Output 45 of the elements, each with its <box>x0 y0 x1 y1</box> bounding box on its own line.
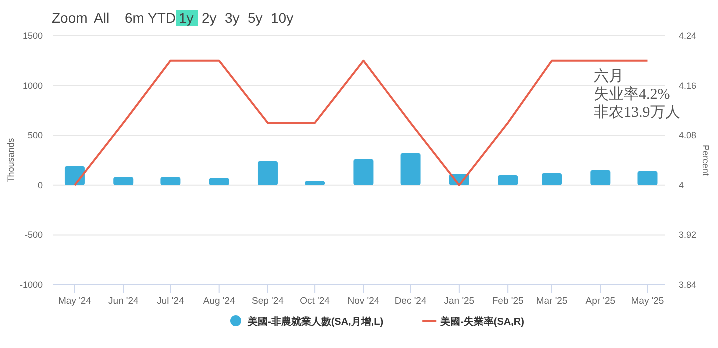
bar <box>542 173 562 186</box>
annotation: 失业率4.2% <box>594 86 670 103</box>
y2-axis-title: Percent <box>701 144 711 176</box>
y2-tick-label: 4 <box>679 180 684 190</box>
bar <box>114 177 134 186</box>
x-tick-label: Aug '24 <box>203 296 236 307</box>
bar <box>638 171 658 186</box>
x-tick-label: May '24 <box>58 296 92 307</box>
x-tick-label: Apr '25 <box>586 296 616 307</box>
bar <box>258 161 278 186</box>
y-tick-label: 1500 <box>22 31 43 41</box>
x-tick-label: Dec '24 <box>394 296 427 307</box>
bar <box>64 166 85 186</box>
x-tick-label: Mar '25 <box>536 296 568 307</box>
x-tick-label: Oct '24 <box>300 296 330 307</box>
bar <box>354 160 374 186</box>
legend-label: 美國-失業率(SA,R) <box>440 316 524 328</box>
bar <box>160 177 181 186</box>
bar <box>400 154 421 186</box>
text: Zoom All 6m YTD 1y 2y 3y 5y 10y <box>52 10 294 26</box>
y-tick-label: -1000 <box>20 280 43 290</box>
bar <box>209 178 230 186</box>
x-tick-label: Nov '24 <box>348 296 380 307</box>
annotation: 非农13.9万人 <box>594 104 680 121</box>
x-tick-label: Jan '25 <box>444 296 475 307</box>
y-tick-label: -500 <box>24 230 43 240</box>
y2-tick-label: 3.84 <box>679 280 697 290</box>
x-tick-label: Feb '25 <box>492 296 524 307</box>
x-tick-label: Jul '24 <box>157 296 184 307</box>
legend-label: 美國-非農就業人數(SA,月增,L) <box>247 316 384 328</box>
y2-tick-label: 4.08 <box>679 130 697 141</box>
y2-tick-label: 4.24 <box>679 31 697 41</box>
y-axis-title: Thousands <box>6 138 16 183</box>
y-tick-label: 1000 <box>22 80 43 91</box>
x-tick-label: May '25 <box>631 296 664 307</box>
bar <box>305 181 326 186</box>
bar <box>498 175 518 186</box>
y2-tick-label: 4.16 <box>679 80 697 91</box>
y-tick-label: 500 <box>28 130 43 141</box>
y-tick-label: 0 <box>38 180 43 190</box>
y2-tick-label: 3.92 <box>679 230 697 240</box>
annotation: 六月 <box>594 68 624 85</box>
x-tick-label: Sep '24 <box>252 296 284 307</box>
bar <box>590 170 611 186</box>
x-tick-label: Jun '24 <box>108 296 139 307</box>
